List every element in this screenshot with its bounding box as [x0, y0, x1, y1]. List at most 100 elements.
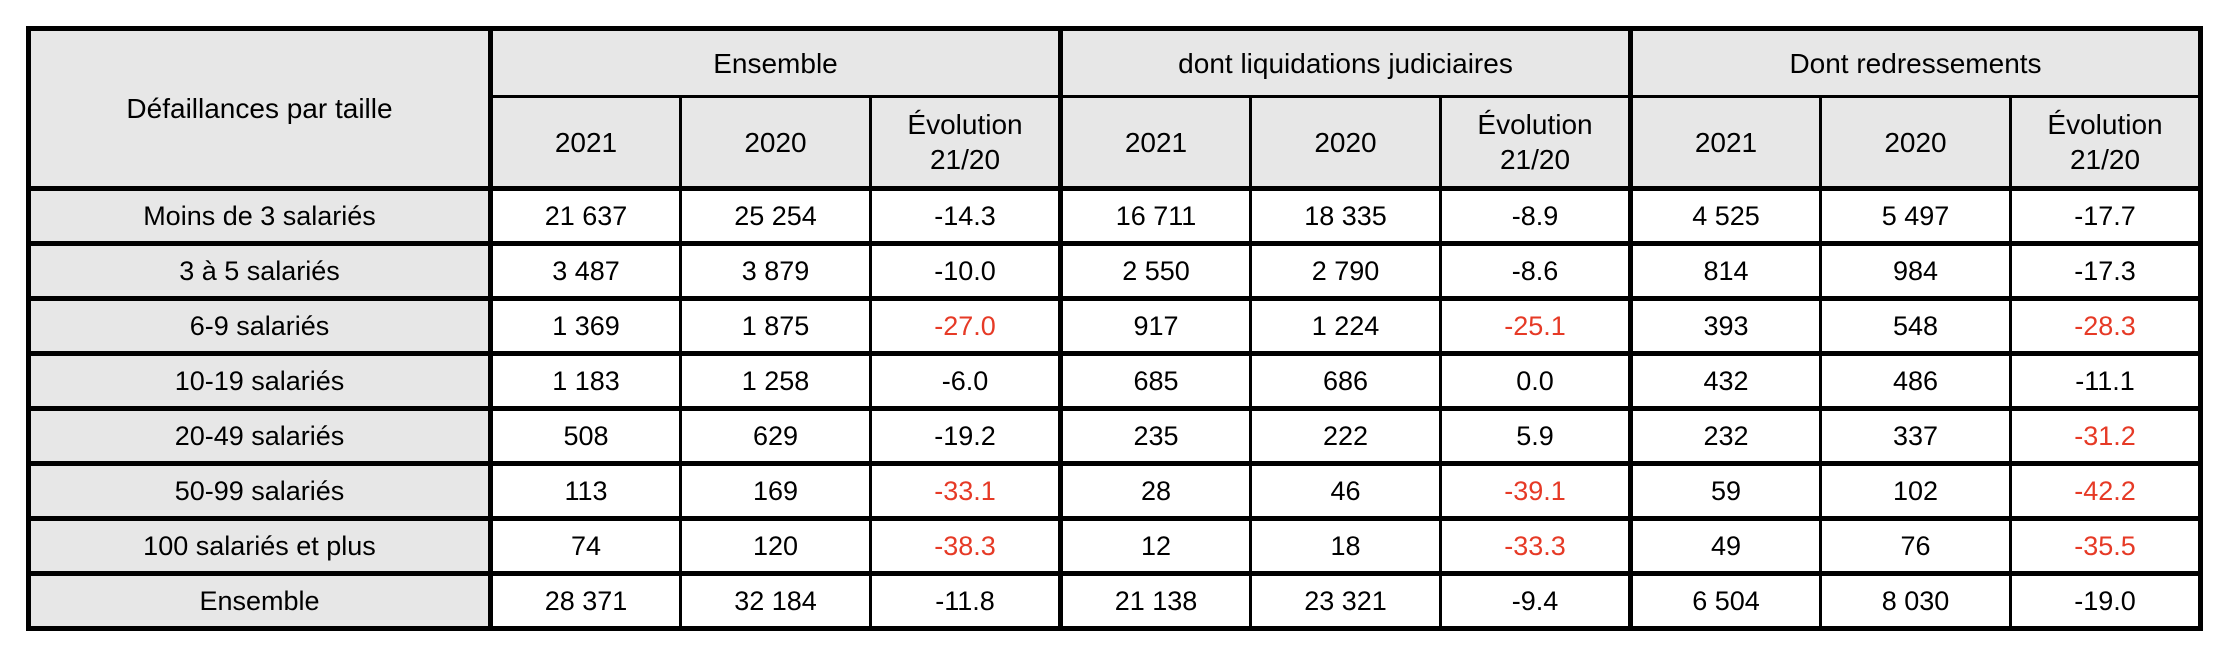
- data-cell: 16 711: [1058, 186, 1252, 246]
- data-cell: 28 371: [488, 571, 682, 631]
- data-cell: -42.2: [2009, 461, 2202, 521]
- data-cell: 18 335: [1249, 186, 1442, 246]
- group-header-redressements: Dont redressements: [1628, 27, 2202, 98]
- table-row: 3 à 5 salariés 3 487 3 879 -10.0 2 550 2 790-…: [27, 241, 2202, 301]
- data-cell: -28.3: [2009, 296, 2202, 356]
- data-cell: 0.0: [1439, 351, 1632, 411]
- data-cell: -6.0: [869, 351, 1062, 411]
- table-row: 10-19 salariés 1 183 1 258 -6.0 685 686 0.0 432…: [27, 351, 2202, 411]
- col-header-ensemble-evolution: Évolution 21/20: [869, 95, 1062, 191]
- data-cell: -33.1: [869, 461, 1062, 521]
- data-cell: 21 138: [1058, 571, 1252, 631]
- data-cell: 486: [1819, 351, 2012, 411]
- data-cell: 6 504: [1628, 571, 1822, 631]
- data-cell: 3 487: [488, 241, 682, 301]
- data-cell: 814: [1628, 241, 1822, 301]
- data-cell: 685: [1058, 351, 1252, 411]
- data-cell: -10.0: [869, 241, 1062, 301]
- data-cell: 46: [1249, 461, 1442, 521]
- data-cell: 113: [488, 461, 682, 521]
- data-cell: -39.1: [1439, 461, 1632, 521]
- data-cell: 74: [488, 516, 682, 576]
- data-cell: 5.9: [1439, 406, 1632, 466]
- data-cell: 337: [1819, 406, 2012, 466]
- data-cell: -33.3: [1439, 516, 1632, 576]
- data-cell: 548: [1819, 296, 2012, 356]
- data-cell: -19.0: [2009, 571, 2202, 631]
- data-cell: 232: [1628, 406, 1822, 466]
- data-cell: -17.7: [2009, 186, 2202, 246]
- data-cell: -19.2: [869, 406, 1062, 466]
- data-cell: 59: [1628, 461, 1822, 521]
- header-group-row: Défaillances par taille Ensemble dont li…: [27, 27, 2202, 190]
- corner-header: Défaillances par taille: [27, 27, 492, 190]
- data-cell: 917: [1058, 296, 1252, 356]
- header-sub-row: 2021 2020 Évolution 21/20 2021 2020 Évol…: [29, 95, 2202, 191]
- col-header-liquidations-2020: 2020: [1249, 95, 1442, 191]
- col-header-redressements-2020: 2020: [1819, 95, 2012, 191]
- table-body: Moins de 3 salariés 21 637 25 254 -14.3 16 7…: [27, 186, 2202, 631]
- col-header-liquidations-evolution: Évolution 21/20: [1439, 95, 1632, 191]
- data-cell: 1 183: [488, 351, 682, 411]
- group-header-liquidations: dont liquidations judiciaires: [1058, 27, 1632, 98]
- data-cell: -8.9: [1439, 186, 1632, 246]
- row-label: Moins de 3 salariés: [27, 186, 492, 246]
- data-cell: 120: [679, 516, 872, 576]
- table-row: Moins de 3 salariés 21 637 25 254 -14.3 16 7…: [27, 186, 2202, 246]
- row-label: Ensemble: [27, 571, 492, 631]
- data-cell: 12: [1058, 516, 1252, 576]
- data-cell: -11.8: [869, 571, 1062, 631]
- data-cell: 28: [1058, 461, 1252, 521]
- data-cell: 393: [1628, 296, 1822, 356]
- col-header-redressements-2021: 2021: [1628, 95, 1822, 191]
- data-cell: -35.5: [2009, 516, 2202, 576]
- data-cell: 169: [679, 461, 872, 521]
- table-row: 20-49 salariés 508 629 -19.2 235 222 5.9 232 337…: [27, 406, 2202, 466]
- row-label: 3 à 5 salariés: [27, 241, 492, 301]
- data-cell: 984: [1819, 241, 2012, 301]
- row-label: 10-19 salariés: [27, 351, 492, 411]
- data-cell: 5 497: [1819, 186, 2012, 246]
- data-cell: 2 790: [1249, 241, 1442, 301]
- data-cell: 1 258: [679, 351, 872, 411]
- data-cell: 1 875: [679, 296, 872, 356]
- data-cell: 508: [488, 406, 682, 466]
- data-cell: -25.1: [1439, 296, 1632, 356]
- table-row: Ensemble 28 371 32 184 -11.8 21 138 23 321 -9.…: [27, 571, 2202, 631]
- row-label: 6-9 salariés: [27, 296, 492, 356]
- data-cell: 432: [1628, 351, 1822, 411]
- failures-table-container: Défaillances par taille Ensemble dont li…: [26, 26, 2203, 631]
- data-cell: -9.4: [1439, 571, 1632, 631]
- col-header-liquidations-2021: 2021: [1058, 95, 1252, 191]
- data-cell: 4 525: [1628, 186, 1822, 246]
- data-cell: -11.1: [2009, 351, 2202, 411]
- data-cell: 1 369: [488, 296, 682, 356]
- data-cell: 8 030: [1819, 571, 2012, 631]
- data-cell: -31.2: [2009, 406, 2202, 466]
- data-cell: -8.6: [1439, 241, 1632, 301]
- data-cell: 1 224: [1249, 296, 1442, 356]
- data-cell: 3 879: [679, 241, 872, 301]
- data-cell: -27.0: [869, 296, 1062, 356]
- data-cell: 222: [1249, 406, 1442, 466]
- data-cell: 76: [1819, 516, 2012, 576]
- col-header-ensemble-2021: 2021: [488, 95, 682, 191]
- data-cell: 102: [1819, 461, 2012, 521]
- row-label: 50-99 salariés: [27, 461, 492, 521]
- col-header-ensemble-2020: 2020: [679, 95, 872, 191]
- data-cell: -17.3: [2009, 241, 2202, 301]
- row-label: 20-49 salariés: [27, 406, 492, 466]
- data-cell: 25 254: [679, 186, 872, 246]
- table-row: 6-9 salariés 1 369 1 875 -27.0 917 1 224 -25.1…: [27, 296, 2202, 356]
- data-cell: -14.3: [869, 186, 1062, 246]
- data-cell: 629: [679, 406, 872, 466]
- data-cell: 21 637: [488, 186, 682, 246]
- row-label: 100 salariés et plus: [27, 516, 492, 576]
- failures-by-size-table: Défaillances par taille Ensemble dont li…: [26, 26, 2203, 631]
- data-cell: 235: [1058, 406, 1252, 466]
- data-cell: 2 550: [1058, 241, 1252, 301]
- col-header-redressements-evolution: Évolution 21/20: [2009, 95, 2202, 191]
- data-cell: 686: [1249, 351, 1442, 411]
- data-cell: 23 321: [1249, 571, 1442, 631]
- data-cell: 18: [1249, 516, 1442, 576]
